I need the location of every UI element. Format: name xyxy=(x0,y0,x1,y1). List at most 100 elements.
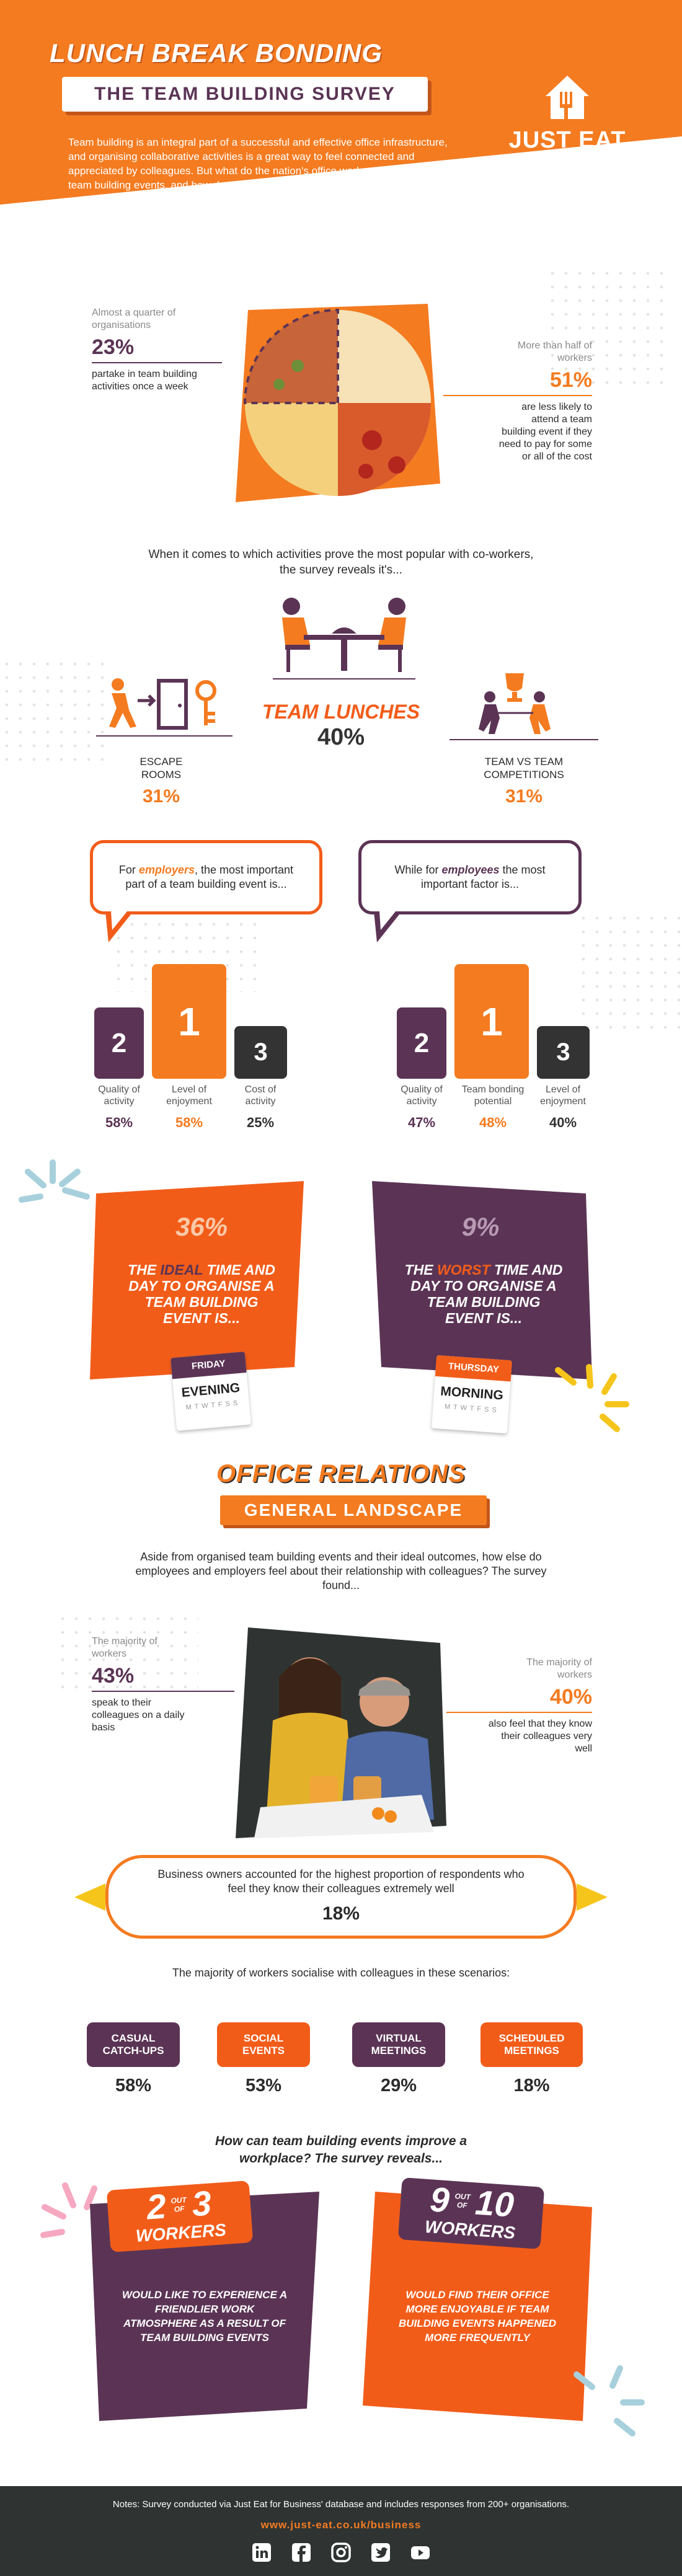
burst-decoration xyxy=(574,2365,645,2437)
team-lunch-icon xyxy=(282,598,406,672)
banner-value: 18% xyxy=(322,1903,360,1924)
office-relations-title: OFFICE RELATIONS xyxy=(216,1460,466,1487)
linkedin-icon[interactable] xyxy=(251,2542,272,2567)
employees-first-label: Team bonding potential xyxy=(461,1084,525,1107)
employees-first-value: 48% xyxy=(479,1115,507,1130)
employers-second-label: Quality of activity xyxy=(98,1084,140,1107)
header-background-shape xyxy=(0,0,682,260)
card-background xyxy=(363,2192,592,2421)
worst-time-card xyxy=(372,1181,592,1379)
team-lunch-illustration xyxy=(273,595,415,676)
team-lunches-label: TEAM LUNCHES xyxy=(262,701,420,723)
badge-small-text: OUT OF xyxy=(454,2192,471,2210)
employees-third-value: 40% xyxy=(549,1115,577,1130)
dot-pattern xyxy=(0,657,105,769)
employers-first-label: Level of enjoyment xyxy=(166,1084,212,1107)
trophy-tug-of-war-icon xyxy=(479,673,551,734)
stat-line xyxy=(92,362,222,363)
stat-description: partake in team building activities once… xyxy=(92,369,197,392)
socialise-value: 58% xyxy=(115,2076,152,2096)
employers-first-value: 58% xyxy=(175,1115,203,1130)
competitions-label: TEAM VS TEAM COMPETITIONS xyxy=(484,756,564,781)
general-landscape-banner: GENERAL LANDSCAPE xyxy=(220,1495,487,1525)
competitions-underline xyxy=(450,739,598,740)
youtube-icon[interactable] xyxy=(410,2542,431,2567)
burst-decoration xyxy=(555,1364,629,1432)
employees-second-value: 47% xyxy=(407,1115,436,1130)
banner-text: Business owners accounted for the highes… xyxy=(157,1868,525,1895)
stat-label: Almost a quarter of organisations xyxy=(92,308,176,330)
employees-bubble-text: While for employees the most important f… xyxy=(394,864,546,890)
podium-third: 3 xyxy=(234,1026,287,1079)
stat-label: The majority of workers xyxy=(526,1657,592,1680)
calendar-week: M T W T F S S xyxy=(185,1399,239,1412)
business-owners-banner xyxy=(105,1855,577,1939)
footer-url[interactable]: www.just-eat.co.uk/business xyxy=(260,2519,422,2531)
socialise-social-events: SOCIAL EVENTS xyxy=(217,2022,310,2067)
badge-big-number: 9 xyxy=(428,2179,451,2220)
header-band xyxy=(0,0,682,260)
stat-label: More than half of workers xyxy=(517,340,592,363)
activities-intro: When it comes to which activities prove … xyxy=(148,548,534,577)
podium-second: 2 xyxy=(94,1007,144,1079)
stat-value: 43% xyxy=(92,1664,135,1688)
page-title: LUNCH BREAK BONDING xyxy=(50,38,383,68)
podium-first: 1 xyxy=(454,964,529,1079)
pizza-left-stat: Almost a quarter of organisations 23% pa… xyxy=(92,307,222,393)
ideal-time-card xyxy=(90,1181,310,1379)
stat-value: 40% xyxy=(549,1685,592,1709)
employers-bubble: For employers, the most important part o… xyxy=(90,840,322,914)
relations-right-stat: The majority of workers 40% also feel th… xyxy=(446,1657,592,1755)
employers-bubble-text: For employers, the most important part o… xyxy=(118,864,294,890)
stat-value: 51% xyxy=(549,368,592,392)
team-lunch-underline xyxy=(273,678,415,679)
socialise-value: 29% xyxy=(380,2076,417,2096)
social-links xyxy=(248,2542,434,2567)
just-eat-logo: JUST EAT for business xyxy=(490,68,645,186)
ideal-time-text: THE IDEAL TIME AND DAY TO ORGANISE A TEA… xyxy=(128,1262,275,1326)
banner-arrows xyxy=(74,1883,608,1911)
competitions-value: 31% xyxy=(505,786,543,807)
employers-second-value: 58% xyxy=(105,1115,133,1130)
dot-pattern xyxy=(577,911,682,1035)
friendlier-text: WOULD LIKE TO EXPERIENCE A FRIENDLIER WO… xyxy=(122,2289,288,2344)
relations-left-stat: The majority of workers 43% speak to the… xyxy=(92,1635,234,1734)
bubble-tail xyxy=(105,911,133,942)
socialise-intro: The majority of workers socialise with c… xyxy=(172,1967,510,1979)
twitter-icon[interactable] xyxy=(370,2542,391,2567)
dot-pattern xyxy=(546,267,670,391)
pizza-icon xyxy=(236,304,440,502)
socialise-virtual-meetings: VIRTUAL MEETINGS xyxy=(352,2022,445,2067)
employers-third-value: 25% xyxy=(246,1115,275,1130)
podium-second: 2 xyxy=(397,1007,446,1079)
improve-question: How can team building events improve a w… xyxy=(215,2134,467,2166)
calendar-week: M T W T F S S xyxy=(444,1402,498,1414)
worst-time-text: THE WORST TIME AND DAY TO ORGANISE A TEA… xyxy=(404,1262,563,1326)
stat-line xyxy=(92,1691,234,1692)
two-of-three-badge: 2 OUT OF 3 WORKERS xyxy=(106,2180,254,2252)
badge-big-number: 3 xyxy=(190,2182,213,2224)
nine-of-ten-badge: 9 OUT OF 10 WORKERS xyxy=(397,2177,545,2249)
pizza-right-stat: More than half of workers 51% are less l… xyxy=(443,340,592,463)
coworkers-photo xyxy=(236,1627,446,1838)
burst-decoration xyxy=(40,2182,97,2238)
instagram-icon[interactable] xyxy=(330,2542,352,2567)
employees-second-label: Quality of activity xyxy=(401,1084,443,1107)
stat-description: speak to their colleagues on a daily bas… xyxy=(92,1697,185,1733)
facebook-icon[interactable] xyxy=(291,2542,312,2567)
badge-big-number: 2 xyxy=(145,2186,167,2227)
socialise-scheduled-meetings: SCHEDULED MEETINGS xyxy=(480,2022,583,2067)
podium-first: 1 xyxy=(152,964,226,1079)
calendar-day: THURSDAY xyxy=(435,1355,512,1382)
team-lunches-value: 40% xyxy=(317,724,365,750)
stat-label: The majority of workers xyxy=(92,1636,157,1659)
calendar-time: MORNING xyxy=(440,1384,504,1403)
card-background xyxy=(372,1181,592,1379)
tug-of-war-illustration xyxy=(477,670,552,738)
dot-pattern xyxy=(56,1612,198,1699)
calendar-time: EVENING xyxy=(180,1380,241,1401)
ideal-time-value: 36% xyxy=(175,1212,228,1241)
burst-decoration xyxy=(19,1159,90,1203)
logo-wordmark: JUST EAT xyxy=(508,127,626,153)
worst-calendar: THURSDAY MORNING M T W T F S S xyxy=(432,1355,512,1434)
